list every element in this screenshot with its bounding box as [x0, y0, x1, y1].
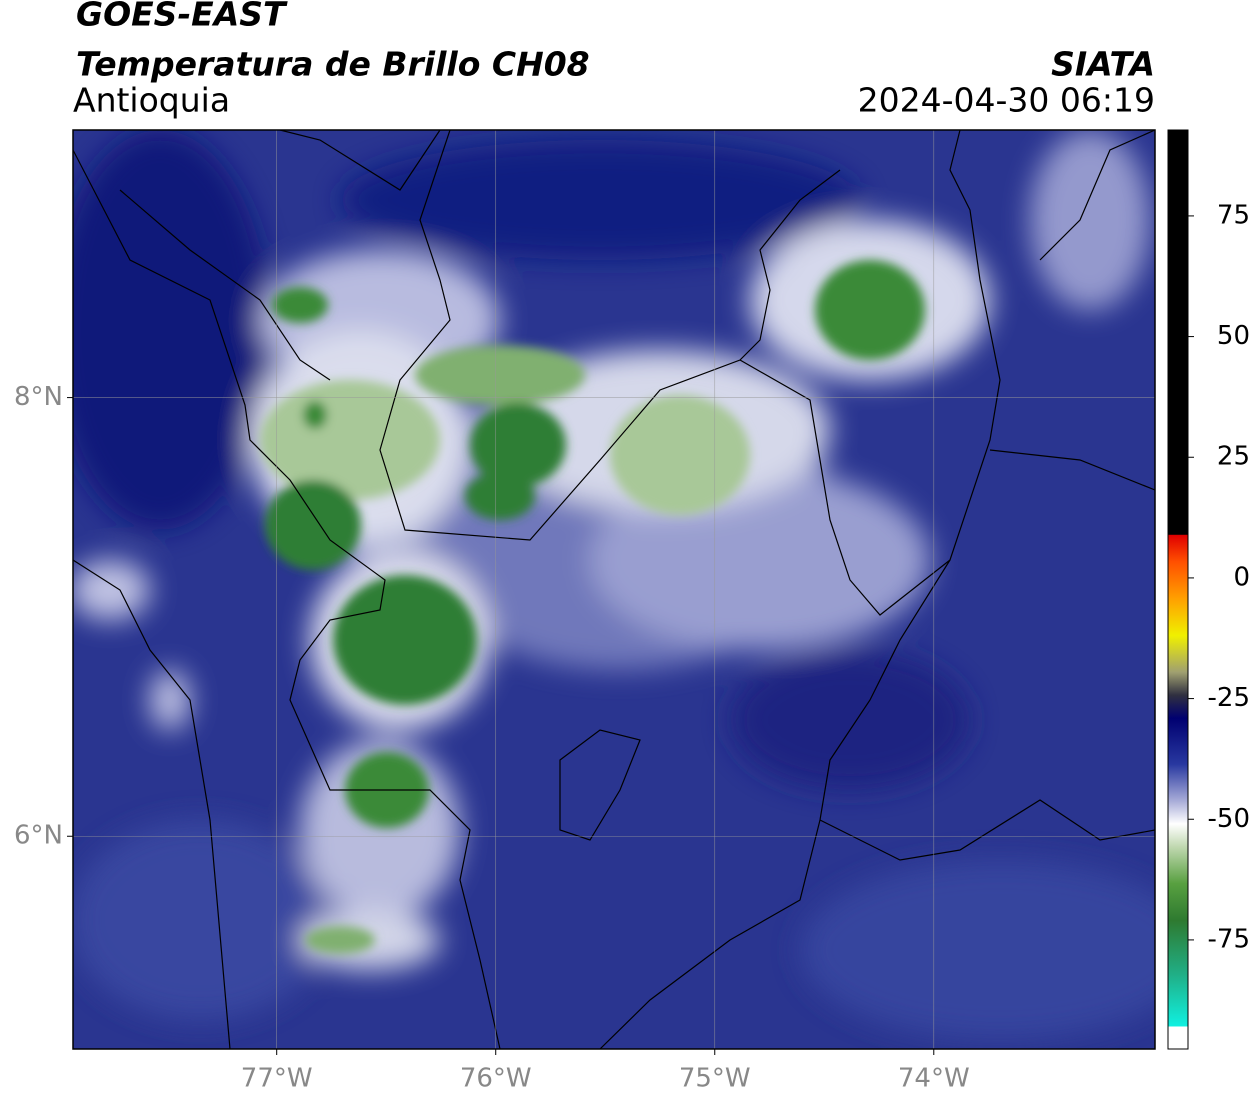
colorbar-tick-label: 0 [1233, 562, 1250, 592]
region: Antioquia [73, 81, 230, 120]
colorbar-tick-label: 50 [1217, 321, 1250, 351]
y-tick-label: 6°N [14, 821, 63, 851]
grid [73, 130, 1155, 1049]
product: Temperatura de Brillo CH08 [76, 45, 590, 84]
timestamp: 2024-04-30 06:19 [858, 81, 1155, 120]
x-tick-label: 77°W [241, 1064, 313, 1094]
colorbar-tick-label: 25 [1217, 442, 1250, 472]
map-frame [72, 129, 1156, 1050]
colorbar [1167, 129, 1189, 1050]
satellite-image [73, 130, 1155, 1049]
y-tick-label: 8°N [14, 382, 63, 412]
source: SIATA [1051, 45, 1155, 84]
x-tick-label: 74°W [898, 1064, 970, 1094]
x-tick-label: 76°W [460, 1064, 532, 1094]
colorbar-tick-label: 75 [1217, 200, 1250, 230]
satellite: GOES-EAST [76, 0, 288, 34]
colorbar-tick-label: -75 [1208, 924, 1250, 954]
x-tick-label: 75°W [679, 1064, 751, 1094]
colorbar-tick-label: -25 [1208, 683, 1250, 713]
colorbar-tick-label: -50 [1208, 804, 1250, 834]
